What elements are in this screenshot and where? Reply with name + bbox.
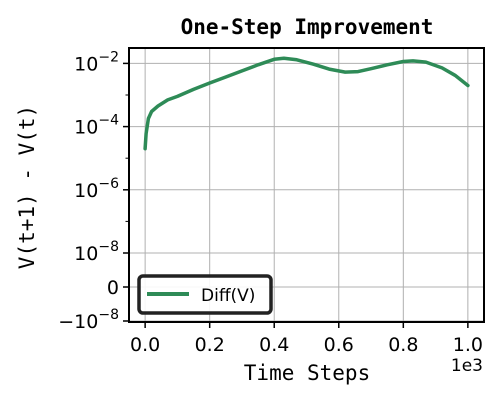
y-tick-label: 0 xyxy=(107,277,119,299)
x-offset-label: 1e3 xyxy=(451,356,483,376)
series-line-diff-v xyxy=(143,56,470,151)
y-tick-base: 10 xyxy=(74,311,98,333)
y-tick-base: 10 xyxy=(74,243,98,265)
y-tick-base: 10 xyxy=(74,180,98,202)
x-axis-label: Time Steps xyxy=(244,361,370,385)
legend: Diff(V) xyxy=(137,274,273,315)
x-tick-label: 1.0 xyxy=(453,334,483,356)
y-tick-label: 10−2 xyxy=(74,49,119,75)
legend-box xyxy=(137,274,273,315)
x-tick-label: 0.0 xyxy=(130,334,160,356)
plot-frame xyxy=(128,47,485,323)
y-tick-exponent: −6 xyxy=(98,176,119,192)
y-tick-label: 10−4 xyxy=(74,113,119,139)
y-tick-label: −10−8 xyxy=(58,307,119,333)
x-tick-label: 0.4 xyxy=(259,334,289,356)
y-tick-sign: − xyxy=(58,311,74,333)
y-tick-base: 10 xyxy=(74,117,98,139)
x-tick-label: 0.6 xyxy=(324,334,354,356)
x-tick-label: 0.2 xyxy=(195,334,225,356)
y-tick-label: 10−6 xyxy=(74,176,119,202)
series-layer xyxy=(143,56,470,151)
y-axis-label: V(t+1) - V(t) xyxy=(15,105,39,269)
y-axis: 10−210−410−610−80−10−8 xyxy=(58,49,129,333)
y-tick-label: 10−8 xyxy=(74,239,119,265)
chart-title: One-Step Improvement xyxy=(181,15,434,39)
y-tick-exponent: −8 xyxy=(98,307,119,323)
x-axis: 0.0 0.2 0.4 0.6 0.8 1.0 xyxy=(130,322,483,356)
y-tick-base: 0 xyxy=(107,277,119,299)
y-tick-exponent: −8 xyxy=(98,239,119,255)
x-tick-label: 0.8 xyxy=(388,334,418,356)
y-tick-exponent: −4 xyxy=(98,113,119,129)
y-tick-exponent: −2 xyxy=(98,49,119,65)
y-tick-base: 10 xyxy=(74,53,98,75)
legend-label-diff-v: Diff(V) xyxy=(201,286,255,306)
